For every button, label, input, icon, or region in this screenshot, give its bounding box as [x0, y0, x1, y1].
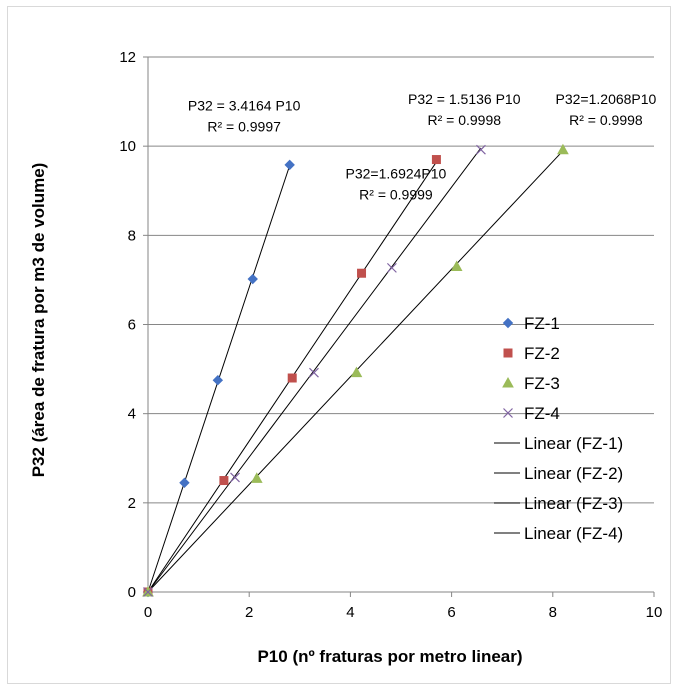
chart-frame — [7, 6, 671, 684]
r-squared-fz-3: R² = 0.9998 — [569, 112, 643, 128]
equation-fz-3: P32=1.2068P10 — [556, 91, 657, 107]
x-tick-label: 6 — [447, 604, 455, 621]
equation-fz-1: P32 = 3.4164 P10 — [188, 98, 301, 114]
legend-marker-fz-1 — [502, 317, 514, 329]
legend-label-linear-fz-1: Linear (FZ-1) — [524, 434, 623, 453]
y-tick-label: 0 — [128, 584, 136, 601]
trendline-fz-4 — [147, 147, 482, 593]
point-fz-1 — [212, 375, 224, 386]
y-tick-label: 2 — [128, 495, 136, 512]
legend-label-fz-4: FZ-4 — [524, 404, 560, 423]
x-marker-stroke — [386, 262, 397, 273]
point-fz-1 — [247, 273, 258, 285]
x-tick-label: 2 — [245, 604, 253, 621]
point-fz-4 — [143, 587, 153, 597]
r-squared-fz-2: R² = 0.9999 — [359, 186, 433, 202]
x-tick-label: 4 — [346, 604, 354, 621]
point-fz-3 — [450, 260, 463, 272]
legend-marker-fz-3 — [502, 376, 514, 388]
r-squared-fz-4: R² = 0.9998 — [427, 112, 501, 128]
axes: 0 2 4 6 8 10 12 0 2 4 6 8 10 — [119, 49, 662, 621]
point-fz-1 — [179, 477, 190, 488]
legend-marker-fz-2 — [503, 348, 513, 358]
point-fz-3 — [250, 472, 263, 483]
legend-label-linear-fz-3: Linear (FZ-3) — [524, 494, 623, 513]
point-fz-3 — [557, 143, 569, 155]
x-marker-stroke — [309, 367, 319, 378]
x-axis-title: P10 (nº fraturas por metro linear) — [257, 647, 522, 666]
legend-marker-fz-4 — [503, 408, 513, 418]
x-tick-label: 10 — [646, 604, 663, 621]
legend: FZ-1 FZ-2 FZ-3 FZ-4 Linear (FZ-1) Linear (FZ-… — [494, 314, 623, 543]
legend-label-linear-fz-2: Linear (FZ-2) — [524, 464, 623, 483]
data-points — [142, 143, 569, 598]
point-fz-1 — [284, 159, 295, 171]
legend-label-fz-1: FZ-1 — [524, 314, 560, 333]
point-fz-2 — [431, 155, 441, 165]
point-fz-2 — [357, 268, 367, 278]
x-tick-label: 0 — [144, 604, 152, 621]
point-fz-2 — [219, 476, 229, 486]
y-tick-label: 12 — [119, 49, 136, 66]
legend-label-linear-fz-4: Linear (FZ-4) — [524, 524, 623, 543]
y-axis-title: P32 (área de fratura por m3 de volume) — [29, 163, 48, 478]
x-marker-stroke — [230, 472, 240, 483]
r-squared-fz-1: R² = 0.9997 — [207, 119, 281, 135]
y-tick-label: 6 — [128, 317, 136, 334]
regression-annotations: P32 = 3.4164 P10 R² = 0.9997 P32=1.6924P10… — [188, 91, 657, 202]
point-fz-2 — [287, 373, 297, 383]
y-tick-label: 10 — [119, 138, 136, 155]
x-tick-label: 8 — [549, 604, 557, 621]
x-marker-stroke — [503, 408, 513, 418]
y-tick-label: 8 — [128, 227, 136, 244]
point-fz-4 — [386, 262, 397, 273]
equation-fz-2: P32=1.6924P10 — [346, 165, 447, 181]
point-fz-3 — [350, 366, 363, 378]
legend-label-fz-3: FZ-3 — [524, 374, 560, 393]
x-marker-stroke — [476, 144, 486, 155]
point-fz-4 — [476, 144, 486, 155]
point-fz-4 — [230, 472, 240, 483]
y-tick-label: 4 — [128, 406, 136, 423]
point-fz-4 — [309, 367, 319, 378]
equation-fz-4: P32 = 1.5136 P10 — [408, 91, 521, 107]
x-marker-stroke — [143, 587, 153, 597]
legend-label-fz-2: FZ-2 — [524, 344, 560, 363]
